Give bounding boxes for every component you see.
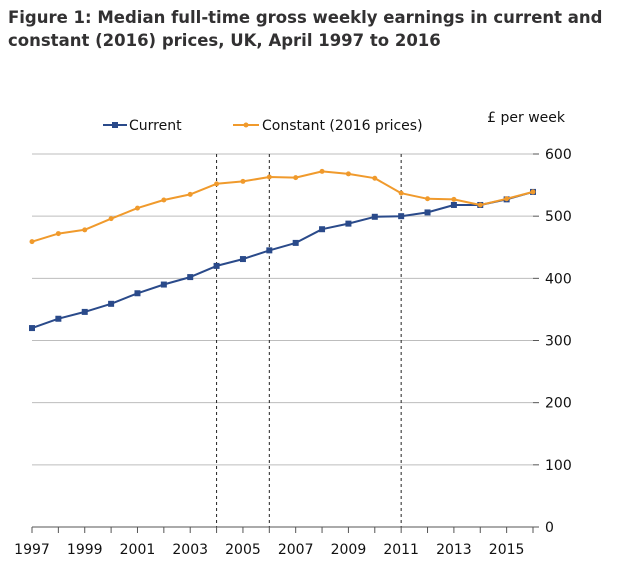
x-tick-label-2009: 2009	[331, 542, 367, 558]
x-tick-label-1997: 1997	[14, 542, 50, 558]
point-constant-2009	[345, 171, 351, 177]
point-constant-2000	[108, 216, 114, 222]
point-current-1999	[81, 308, 88, 315]
y-tick-label-100: 100	[545, 458, 572, 474]
point-current-2002	[160, 281, 167, 288]
x-tick-label-2005: 2005	[225, 542, 261, 558]
point-constant-2014	[477, 202, 483, 208]
point-current-2012	[424, 209, 431, 216]
x-tick-label-2007: 2007	[278, 542, 314, 558]
point-constant-2008	[319, 168, 325, 174]
y-tick-label-300: 300	[545, 334, 572, 350]
point-constant-2006	[266, 174, 272, 180]
series-lines	[29, 168, 536, 332]
point-current-2006	[266, 247, 273, 254]
legend-current-label: Current	[129, 118, 182, 134]
point-current-2011	[398, 213, 405, 220]
point-constant-2003	[187, 191, 193, 197]
point-current-2008	[319, 226, 326, 233]
point-constant-2005	[240, 178, 246, 184]
point-constant-2001	[134, 205, 140, 211]
point-constant-2004	[214, 181, 220, 187]
point-current-2003	[187, 274, 194, 281]
point-constant-2007	[293, 175, 299, 181]
point-current-2007	[292, 239, 299, 246]
x-tick-label-1999: 1999	[67, 542, 103, 558]
point-constant-2013	[451, 196, 457, 202]
point-current-2009	[345, 220, 352, 227]
x-tick-label-2013: 2013	[436, 542, 472, 558]
point-current-1998	[55, 315, 62, 322]
point-current-2004	[213, 262, 220, 269]
legend-constant-marker	[243, 122, 249, 128]
x-axis: 1997 1999 2001 2003 2005 2007 2009 2011 2013 2015	[14, 526, 534, 558]
y-tick-label-600: 600	[545, 147, 572, 163]
point-current-2001	[134, 290, 141, 297]
point-current-2013	[450, 201, 457, 208]
series-line-current	[31, 190, 534, 330]
y-tick-label-200: 200	[545, 396, 572, 412]
point-constant-2016	[530, 189, 536, 195]
x-tick-label-2003: 2003	[172, 542, 208, 558]
point-current-2010	[371, 213, 378, 220]
series-line-constant	[31, 170, 534, 243]
point-current-1997	[29, 325, 35, 332]
y-tick-label-400: 400	[545, 271, 572, 287]
y-axis: 0 100 200 300 400 500 600	[533, 147, 572, 536]
x-tick-label-2015: 2015	[489, 542, 525, 558]
point-constant-2010	[372, 175, 378, 181]
legend: Current Constant (2016 prices)	[103, 118, 423, 134]
legend-constant-label: Constant (2016 prices)	[262, 118, 423, 134]
point-constant-2012	[425, 196, 431, 202]
legend-current-marker	[112, 122, 118, 128]
y-tick-label-0: 0	[545, 520, 554, 536]
x-tick-label-2001: 2001	[120, 542, 156, 558]
point-current-2000	[108, 300, 115, 307]
x-tick-label-2011: 2011	[383, 542, 419, 558]
point-constant-1998	[55, 231, 61, 237]
point-constant-2011	[398, 190, 404, 196]
gridlines	[32, 153, 533, 466]
chart-title: Figure 1: Median full-time gross weekly …	[8, 8, 603, 50]
point-constant-1999	[82, 227, 88, 233]
point-constant-2015	[504, 196, 510, 202]
y-tick-label-500: 500	[545, 209, 572, 225]
point-constant-2002	[161, 197, 167, 203]
y-axis-unit-label: £ per week	[487, 110, 566, 126]
point-current-2005	[239, 256, 246, 263]
point-constant-1997	[29, 239, 35, 245]
